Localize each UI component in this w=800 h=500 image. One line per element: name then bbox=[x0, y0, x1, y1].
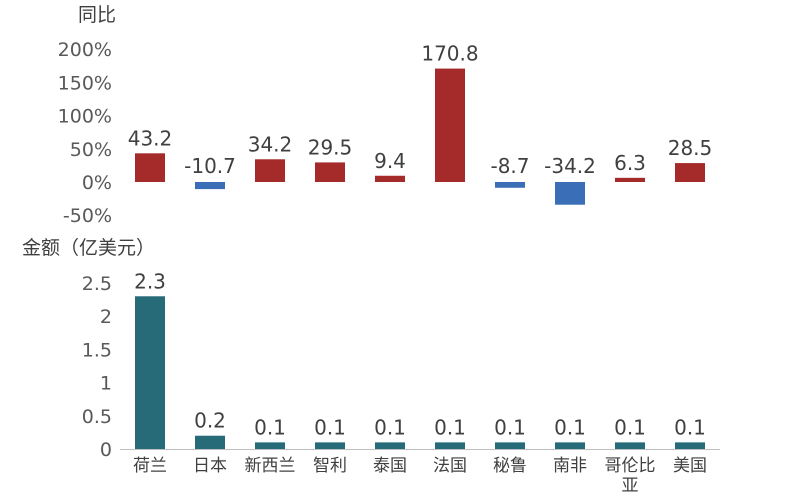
amount-data-label: 0.1 bbox=[314, 415, 346, 439]
amount-data-label: 0.1 bbox=[554, 415, 586, 439]
category-label: 秘鲁 bbox=[493, 456, 527, 476]
yoy-y-tick-label: 0% bbox=[82, 172, 112, 194]
amount-y-tick-label: 2.5 bbox=[82, 273, 112, 295]
amount-y-tick-label: 2 bbox=[100, 306, 112, 328]
yoy-bar bbox=[615, 177, 645, 182]
amount-data-label: 0.2 bbox=[194, 409, 226, 433]
amount-bar bbox=[315, 442, 345, 449]
yoy-data-labels: 43.2 -10.7 34.2 29.5 9.4 170.8 -8.7 -34.2 6.3 28.… bbox=[128, 42, 713, 178]
yoy-bar bbox=[435, 68, 465, 182]
amount-bar bbox=[555, 442, 585, 449]
yoy-y-tick-label: 100% bbox=[58, 106, 112, 128]
yoy-data-label: -8.7 bbox=[490, 154, 529, 178]
amount-y-ticks: 2.5 2 1.5 1 0.5 0 bbox=[82, 273, 112, 461]
yoy-data-label: -10.7 bbox=[184, 154, 236, 178]
yoy-chart: 同比 200% 150% 100% 50% 0% -50% 43.2 -10.7 34.2 29… bbox=[58, 4, 713, 227]
yoy-data-label: 43.2 bbox=[128, 126, 173, 150]
category-label: 荷兰 bbox=[133, 456, 167, 476]
yoy-data-label: 170.8 bbox=[421, 42, 478, 66]
amount-y-tick-label: 1 bbox=[100, 373, 112, 395]
amount-data-label: 0.1 bbox=[374, 415, 406, 439]
amount-data-label: 0.1 bbox=[674, 415, 706, 439]
yoy-bar bbox=[315, 162, 345, 182]
yoy-data-label: 6.3 bbox=[614, 151, 646, 175]
category-label: 日本 bbox=[193, 456, 227, 476]
yoy-bar bbox=[135, 153, 165, 182]
category-label: 新西兰 bbox=[245, 456, 296, 476]
amount-bar bbox=[195, 435, 225, 449]
yoy-y-tick-label: -50% bbox=[63, 205, 112, 227]
yoy-data-label: 28.5 bbox=[668, 136, 713, 160]
yoy-bar bbox=[375, 175, 405, 182]
amount-data-label: 0.1 bbox=[254, 415, 286, 439]
amount-bar bbox=[615, 442, 645, 449]
amount-bar bbox=[495, 442, 525, 449]
category-label: 智利 bbox=[313, 456, 347, 476]
amount-data-label: 0.1 bbox=[614, 415, 646, 439]
amount-bar bbox=[435, 442, 465, 449]
yoy-y-tick-label: 150% bbox=[58, 72, 112, 94]
yoy-bar bbox=[255, 159, 285, 182]
category-label: 美国 bbox=[673, 456, 707, 476]
yoy-bar bbox=[675, 163, 705, 182]
amount-bar bbox=[675, 442, 705, 449]
yoy-y-tick-label: 200% bbox=[58, 39, 112, 61]
category-label: 哥伦比 bbox=[605, 456, 656, 476]
category-label: 泰国 bbox=[373, 456, 407, 476]
amount-bar bbox=[375, 442, 405, 449]
amount-data-label: 0.1 bbox=[494, 415, 526, 439]
yoy-data-label: 9.4 bbox=[374, 149, 406, 173]
yoy-data-label: 34.2 bbox=[248, 132, 293, 156]
yoy-y-tick-label: 50% bbox=[70, 139, 112, 161]
amount-data-label: 0.1 bbox=[434, 415, 466, 439]
amount-bars bbox=[135, 296, 705, 449]
amount-bar bbox=[255, 442, 285, 449]
category-label: 法国 bbox=[433, 456, 467, 476]
amount-y-tick-label: 1.5 bbox=[82, 339, 112, 361]
category-label: 亚 bbox=[622, 476, 639, 496]
yoy-bars bbox=[135, 68, 705, 205]
yoy-bar bbox=[495, 182, 525, 188]
yoy-bar bbox=[555, 182, 585, 205]
yoy-axis-title: 同比 bbox=[78, 4, 116, 26]
yoy-bar bbox=[195, 182, 225, 190]
yoy-data-label: -34.2 bbox=[544, 154, 596, 178]
amount-bar bbox=[135, 296, 165, 449]
yoy-data-label: 29.5 bbox=[308, 135, 353, 159]
amount-y-tick-label: 0.5 bbox=[82, 406, 112, 428]
yoy-y-ticks: 200% 150% 100% 50% 0% -50% bbox=[58, 39, 112, 227]
amount-data-label: 2.3 bbox=[134, 269, 166, 293]
amount-y-tick-label: 0 bbox=[100, 439, 112, 461]
amount-data-labels: 2.3 0.2 0.1 0.1 0.1 0.1 0.1 0.1 0.1 0.1 bbox=[134, 269, 706, 439]
amount-chart: 金额（亿美元） 2.5 2 1.5 1 0.5 0 2.3 0.2 0.1 0.1 0.1 0.1 0… bbox=[22, 237, 720, 496]
category-label: 南非 bbox=[553, 456, 587, 476]
amount-axis-title: 金额（亿美元） bbox=[22, 237, 155, 259]
